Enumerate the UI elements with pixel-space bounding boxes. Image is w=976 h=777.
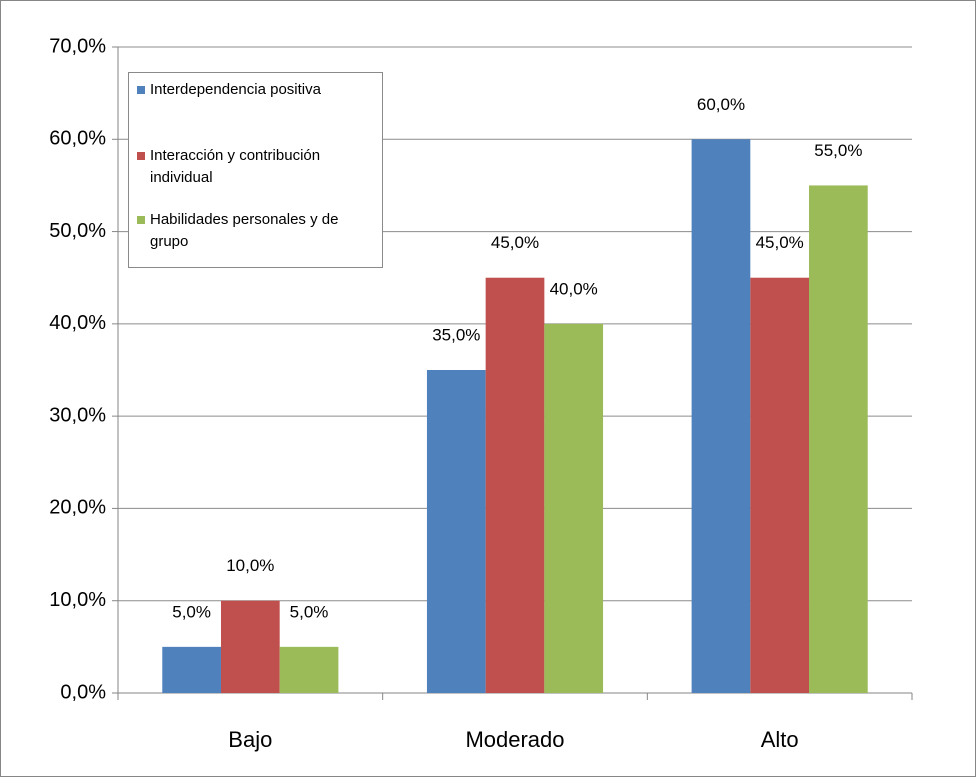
legend-swatch bbox=[137, 216, 145, 224]
value-label: 55,0% bbox=[814, 141, 862, 160]
bar bbox=[426, 370, 486, 693]
legend-label: Interdependencia positiva bbox=[150, 81, 321, 98]
bar bbox=[220, 600, 280, 693]
y-tick-label: 20,0% bbox=[49, 497, 106, 519]
legend-swatch bbox=[137, 86, 145, 94]
legend-label: Habilidades personales y de grupo bbox=[150, 211, 339, 250]
y-tick-label: 40,0% bbox=[49, 312, 106, 334]
x-tick-label: Moderado bbox=[465, 727, 564, 752]
value-label: 45,0% bbox=[756, 233, 804, 252]
x-tick-label: Alto bbox=[761, 727, 799, 752]
legend-label: Interacción y contribución individual bbox=[150, 147, 321, 186]
bar bbox=[162, 646, 221, 693]
bar bbox=[750, 277, 810, 693]
bar bbox=[809, 185, 868, 693]
value-label: 10,0% bbox=[226, 556, 274, 575]
bar bbox=[485, 277, 545, 693]
legend-entry: Interacción y contribución individual bbox=[137, 145, 377, 189]
value-label: 5,0% bbox=[172, 602, 211, 621]
y-tick-label: 70,0% bbox=[49, 35, 106, 57]
y-tick-label: 60,0% bbox=[49, 128, 106, 150]
y-tick-label: 30,0% bbox=[49, 404, 106, 426]
legend-swatch bbox=[137, 152, 145, 160]
value-label: 45,0% bbox=[491, 233, 539, 252]
legend-entry: Habilidades personales y de grupo bbox=[137, 209, 377, 253]
y-tick-label: 0,0% bbox=[60, 681, 106, 703]
value-label: 60,0% bbox=[697, 95, 745, 114]
bar bbox=[691, 139, 751, 694]
x-tick-label: Bajo bbox=[228, 727, 272, 752]
value-label: 35,0% bbox=[432, 325, 480, 344]
bar bbox=[279, 646, 339, 693]
value-label: 5,0% bbox=[290, 602, 329, 621]
value-label: 40,0% bbox=[550, 279, 598, 298]
y-tick-label: 50,0% bbox=[49, 220, 106, 242]
legend: Interdependencia positiva Interacción y c… bbox=[128, 72, 383, 268]
bar bbox=[544, 323, 604, 693]
y-tick-label: 10,0% bbox=[49, 589, 106, 611]
legend-entry: Interdependencia positiva bbox=[137, 79, 377, 101]
